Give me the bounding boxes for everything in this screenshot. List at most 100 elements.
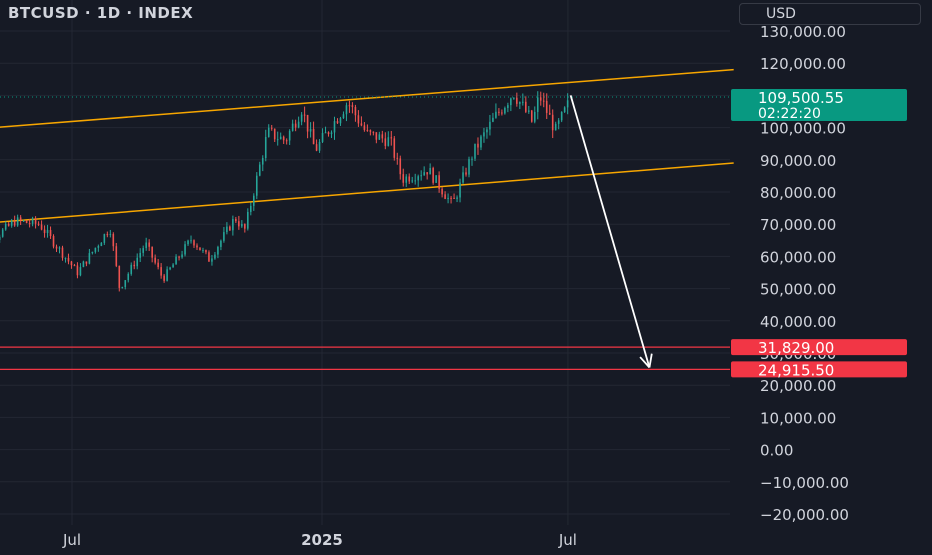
candle-body [408, 176, 411, 182]
candle-body [554, 123, 557, 131]
candle-body [551, 114, 554, 131]
candle-body [109, 234, 112, 236]
candle-body [542, 100, 545, 102]
candle-body [489, 121, 491, 130]
x-tick-label: Jul [558, 531, 577, 549]
candle-body [199, 247, 201, 251]
candle-body [411, 180, 414, 182]
candle-body [247, 211, 249, 229]
candle-body [545, 100, 548, 113]
candle-body [438, 175, 440, 189]
candle-body [513, 97, 515, 99]
candle-body [533, 111, 536, 122]
candle-body [31, 218, 34, 224]
channel-lower-line [0, 162, 734, 223]
candle-body [435, 175, 437, 183]
candle-body [405, 176, 408, 183]
candle-body [7, 223, 10, 226]
candle-body [285, 140, 288, 142]
y-tick-label: 130,000.00 [760, 23, 846, 41]
candle-body [217, 246, 219, 255]
candle-body [106, 234, 109, 236]
support-level-badge [731, 361, 907, 378]
candle-body [205, 250, 207, 253]
countdown-timer: 02:22:20 [758, 106, 821, 122]
y-tick-label: 60,000.00 [760, 248, 836, 266]
support-level-value: 24,915.50 [758, 361, 834, 379]
candle-body [226, 226, 228, 233]
y-tick-label: 100,000.00 [760, 120, 846, 138]
currency-selector[interactable]: USD [739, 3, 921, 25]
candle-body [453, 197, 455, 199]
candle-body [563, 107, 566, 112]
y-tick-label: 80,000.00 [760, 184, 836, 202]
y-tick-label: 120,000.00 [760, 55, 846, 73]
candle-body [169, 267, 171, 270]
candle-body [536, 97, 539, 112]
candle-body [163, 275, 165, 281]
candle-body [300, 114, 303, 122]
candle-body [61, 247, 64, 258]
candle-body [474, 143, 476, 159]
candle-body [88, 253, 91, 264]
candle-body [214, 254, 216, 259]
candle-body [527, 110, 530, 112]
candle-body [118, 265, 121, 288]
last-price-badge [731, 89, 907, 122]
candle-body [378, 134, 381, 140]
support-levels [0, 346, 730, 370]
symbol-title[interactable]: BTCUSD · 1D · INDEX [8, 4, 194, 22]
channel-upper-line [0, 68, 734, 128]
candle-body [426, 172, 428, 175]
candle-body [130, 264, 133, 274]
candle-body [172, 264, 174, 268]
candle-body [288, 130, 291, 141]
candle-body [79, 267, 82, 276]
candle-body [67, 257, 70, 262]
candle-body [450, 197, 452, 199]
candle-body [157, 262, 159, 268]
candle-body [238, 221, 240, 227]
candle-body [273, 128, 276, 140]
candle-body [252, 195, 255, 206]
candle-body [0, 236, 1, 240]
candle-body [112, 234, 115, 247]
candle-body [516, 97, 518, 104]
candle-body [393, 138, 396, 158]
candle-body [480, 136, 482, 148]
candle-body [530, 110, 533, 122]
candle-body [465, 172, 467, 175]
candle-body [414, 180, 417, 182]
candle-body [276, 139, 279, 141]
candle-body [121, 286, 124, 288]
candle-body [19, 217, 22, 221]
candle-body [363, 125, 366, 130]
candle-body [85, 261, 88, 264]
candles [0, 91, 569, 292]
candle-body [145, 242, 147, 249]
candle-body [507, 105, 509, 108]
candle-body [375, 132, 378, 140]
candle-body [52, 235, 55, 247]
candle-body [492, 117, 494, 122]
candle-body [495, 111, 497, 118]
candle-body [417, 176, 419, 181]
y-tick-label: −20,000.00 [760, 506, 849, 524]
candle-body [70, 261, 73, 266]
candle-body [178, 256, 180, 258]
candle-body [354, 107, 357, 116]
candle-body [25, 220, 28, 224]
support-level-value: 31,829.00 [758, 339, 834, 357]
projection-arrow [569, 95, 653, 369]
candle-body [369, 130, 372, 132]
candle-body [267, 127, 270, 137]
candle-body [261, 158, 264, 165]
x-axis[interactable]: Jul 2025 Jul [62, 531, 577, 549]
candle-body [142, 248, 144, 253]
candle-body [557, 120, 560, 124]
candle-body [429, 168, 431, 175]
candle-body [55, 246, 58, 249]
candle-body [348, 105, 351, 107]
